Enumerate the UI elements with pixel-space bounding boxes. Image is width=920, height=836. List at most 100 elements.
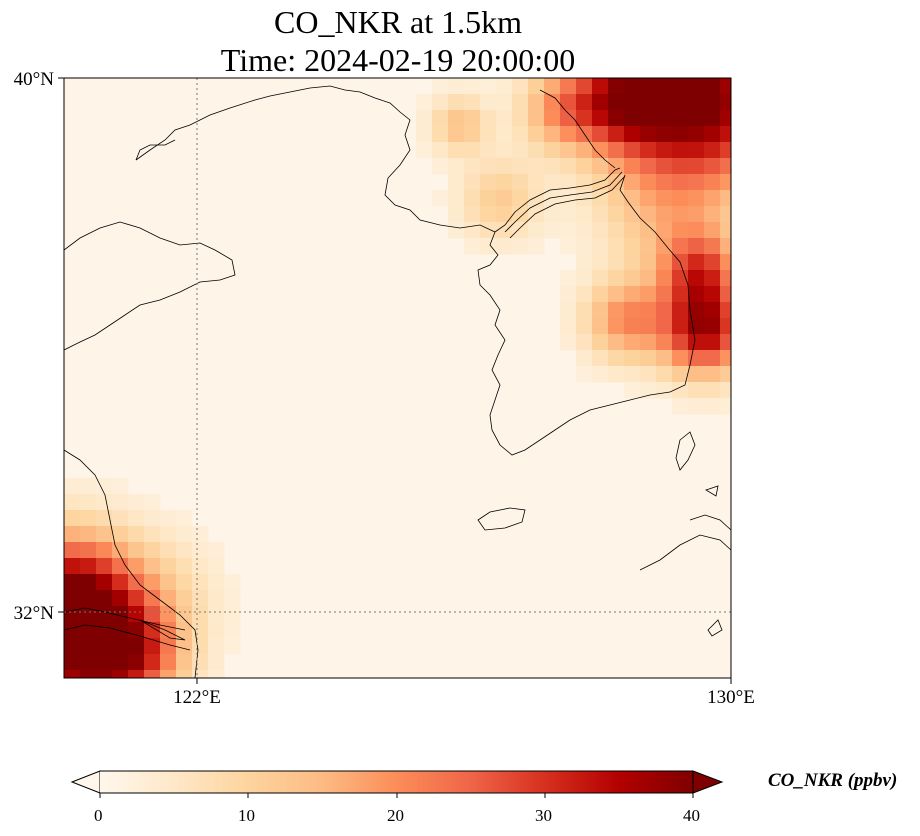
field-cell <box>640 110 657 127</box>
field-cell <box>720 126 731 143</box>
field-cell <box>576 206 593 223</box>
field-cell <box>576 222 593 239</box>
field-cell <box>96 654 113 671</box>
field-cell <box>208 670 225 678</box>
field-cell <box>640 142 657 159</box>
map-title-line2: Time: 2024-02-19 20:00:00 <box>220 42 576 78</box>
field-cell <box>640 302 657 319</box>
field-cell <box>176 606 193 623</box>
field-cell <box>448 126 465 143</box>
field-cell <box>656 366 673 383</box>
field-cell <box>704 206 721 223</box>
field-cell <box>480 110 497 127</box>
field-cell <box>496 78 513 95</box>
field-cell <box>720 350 731 367</box>
axis-ticks <box>58 77 732 684</box>
field-cell <box>80 542 97 559</box>
field-cell <box>192 654 209 671</box>
field-cell <box>96 670 113 678</box>
field-cell <box>624 174 641 191</box>
field-cell <box>608 334 625 351</box>
field-cell <box>160 558 177 575</box>
field-cell <box>688 158 705 175</box>
field-cell <box>688 366 705 383</box>
field-cell <box>624 206 641 223</box>
field-cell <box>560 222 577 239</box>
field-cell <box>528 142 545 159</box>
field-cell <box>144 542 161 559</box>
field-cell <box>544 142 561 159</box>
field-cell <box>464 206 481 223</box>
field-cell <box>544 126 561 143</box>
field-cell <box>720 142 731 159</box>
field-cell <box>224 574 241 591</box>
field-cell <box>112 670 129 678</box>
field-cell <box>448 174 465 191</box>
field-cell <box>208 622 225 639</box>
field-cell <box>64 542 81 559</box>
field-cell <box>64 670 81 678</box>
field-cell <box>576 318 593 335</box>
field-cell <box>208 574 225 591</box>
colorbar-title: CO_NKR (ppbv) <box>768 770 898 791</box>
field-cell <box>208 590 225 607</box>
field-cell <box>672 238 689 255</box>
field-cell <box>720 158 731 175</box>
field-cell <box>128 654 145 671</box>
field-cell <box>464 238 481 255</box>
field-cell <box>576 142 593 159</box>
field-cell <box>720 110 731 127</box>
field-cell <box>640 190 657 207</box>
field-cell <box>560 110 577 127</box>
field-cell <box>704 318 721 335</box>
field-cell <box>528 78 545 95</box>
field-cell <box>128 590 145 607</box>
field-cell <box>448 206 465 223</box>
colorbar-extend-high <box>692 770 724 794</box>
field-cell <box>592 238 609 255</box>
field-cell <box>608 366 625 383</box>
field-cell <box>496 190 513 207</box>
field-cell <box>432 94 449 111</box>
field-cell <box>592 334 609 351</box>
field-cell <box>656 238 673 255</box>
field-cell <box>608 318 625 335</box>
field-cell <box>544 78 561 95</box>
field-cell <box>608 158 625 175</box>
field-cell <box>688 222 705 239</box>
field-cell <box>144 670 161 678</box>
field-cell <box>592 142 609 159</box>
field-cell <box>720 94 731 111</box>
field-cell <box>688 318 705 335</box>
field-cell <box>624 222 641 239</box>
field-cell <box>592 126 609 143</box>
field-cell <box>640 238 657 255</box>
colorbar-extend-low <box>70 770 101 794</box>
field-cell <box>144 638 161 655</box>
field-cell <box>192 526 209 543</box>
field-cell <box>592 302 609 319</box>
field-cell <box>512 190 529 207</box>
field-cell <box>608 350 625 367</box>
field-cell <box>672 78 689 95</box>
field-cell <box>688 398 705 415</box>
field-cell <box>624 238 641 255</box>
field-cell <box>96 478 113 495</box>
field-cell <box>496 238 513 255</box>
field-cell <box>640 222 657 239</box>
field-cell <box>528 190 545 207</box>
field-cell <box>128 526 145 543</box>
field-cell <box>544 174 561 191</box>
field-cell <box>128 558 145 575</box>
field-cell <box>560 126 577 143</box>
field-cell <box>496 206 513 223</box>
field-cell <box>80 622 97 639</box>
field-cell <box>688 286 705 303</box>
field-cell <box>96 558 113 575</box>
field-cell <box>528 222 545 239</box>
field-cell <box>672 222 689 239</box>
colorbar <box>70 770 724 798</box>
field-cell <box>208 654 225 671</box>
field-cell <box>80 654 97 671</box>
